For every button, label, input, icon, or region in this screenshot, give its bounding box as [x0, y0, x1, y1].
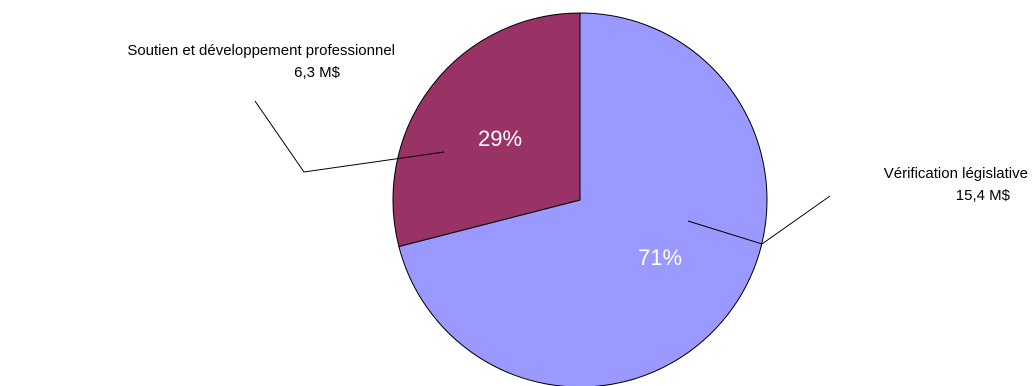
callout-label-verification: Vérification législative	[884, 165, 1028, 182]
labels-layer: 71% 29% Vérification législative 15,4 M$…	[127, 42, 1028, 270]
slices-layer	[392, 12, 768, 386]
callout-amount-soutien: 6,3 M$	[294, 64, 341, 81]
callout-amount-verification: 15,4 M$	[956, 187, 1011, 204]
leader-lines-layer	[254, 100, 831, 245]
leader-line-soutien	[254, 100, 445, 173]
pie-slice-soutien	[392, 12, 581, 248]
slice-percent-verification: 71%	[638, 245, 682, 270]
slice-percent-soutien: 29%	[478, 126, 522, 151]
callout-label-soutien: Soutien et développement professionnel	[127, 42, 395, 59]
leader-line-verification	[687, 195, 831, 245]
pie-slice-verification	[398, 12, 768, 386]
